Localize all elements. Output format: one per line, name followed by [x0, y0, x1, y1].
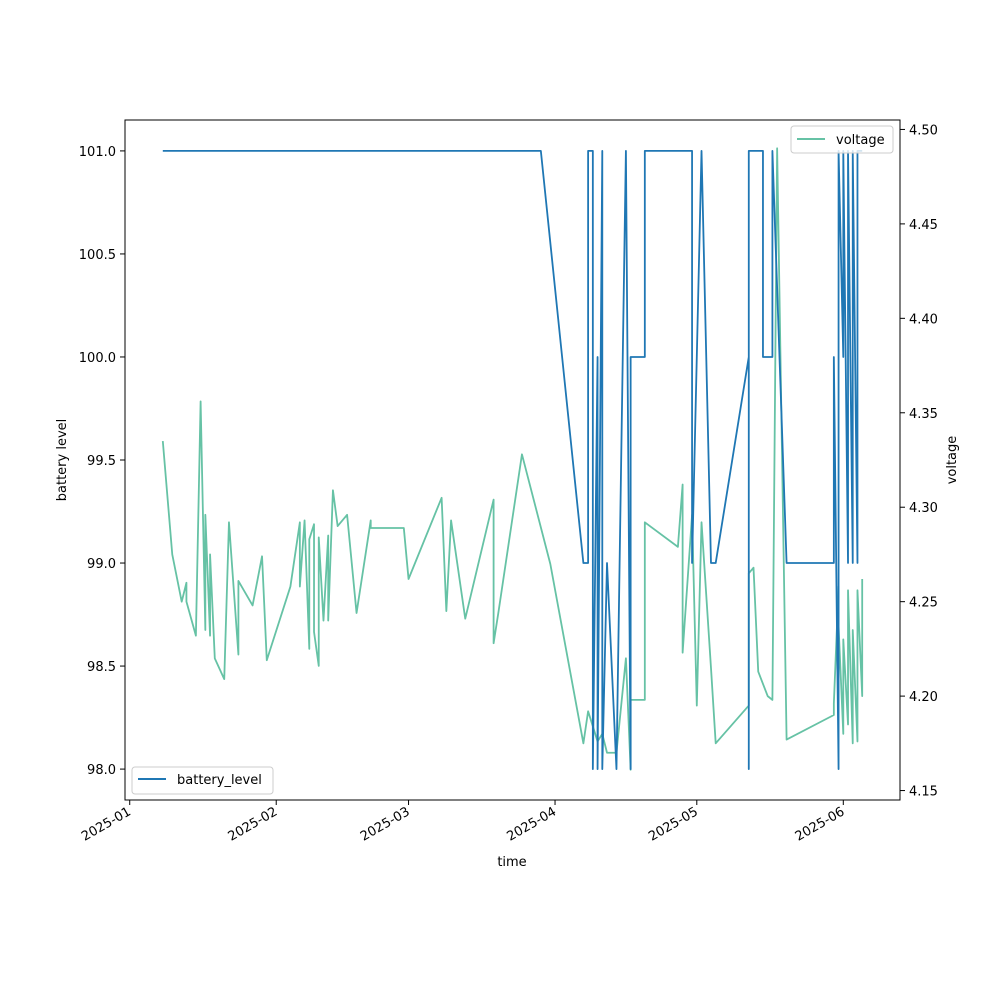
x-axis: 2025-01 2025-02 2025-03 2025-04 2025-05 2025-…	[79, 800, 847, 845]
y-left-tick-label: 98.0	[87, 763, 116, 778]
legend-voltage: voltage	[790, 125, 894, 154]
legend-battery-level-label: battery_level	[177, 773, 262, 788]
x-tick-label: 2025-05	[646, 804, 701, 844]
y-left-tick-label: 101.0	[79, 145, 116, 160]
legend-voltage-label: voltage	[836, 133, 885, 148]
y-right-tick-label: 4.30	[909, 501, 938, 516]
y-right-tick-label: 4.40	[909, 312, 938, 327]
series-layer	[161, 147, 864, 771]
y-axis-right: 4.15 4.20 4.25 4.30 4.35 4.40 4.45 4.50	[900, 123, 938, 800]
y-right-tick-label: 4.45	[909, 218, 938, 233]
x-tick-label: 2025-06	[793, 804, 848, 844]
legend-battery-level-box	[131, 766, 274, 795]
y-right-tick-label: 4.50	[909, 123, 938, 138]
x-axis-label: time	[497, 855, 526, 870]
legend-battery-level: battery_level	[131, 766, 274, 795]
y-right-tick-label: 4.35	[909, 407, 938, 422]
series-line-battery-level	[162, 150, 863, 770]
x-tick-label: 2025-03	[358, 804, 413, 844]
y-right-tick-label: 4.25	[909, 596, 938, 611]
y-left-tick-label: 100.0	[79, 351, 116, 366]
y-left-tick-label: 98.5	[87, 660, 116, 675]
y-right-tick-label: 4.15	[909, 785, 938, 800]
x-tick-label: 2025-04	[504, 804, 559, 844]
y-axis-left: 98.0 98.5 99.0 99.5 100.0 100.5 101.0	[79, 145, 125, 778]
x-tick-label: 2025-01	[79, 804, 134, 844]
legend-voltage-box	[790, 125, 894, 154]
y-axis-right-label: voltage	[945, 436, 960, 485]
y-left-tick-label: 99.5	[87, 454, 116, 469]
y-axis-left-label: battery level	[55, 419, 70, 502]
y-left-tick-label: 99.0	[87, 557, 116, 572]
x-tick-label: 2025-02	[226, 804, 281, 844]
y-right-tick-label: 4.20	[909, 690, 938, 705]
series-line-voltage	[161, 147, 864, 771]
y-left-tick-label: 100.5	[79, 248, 116, 263]
